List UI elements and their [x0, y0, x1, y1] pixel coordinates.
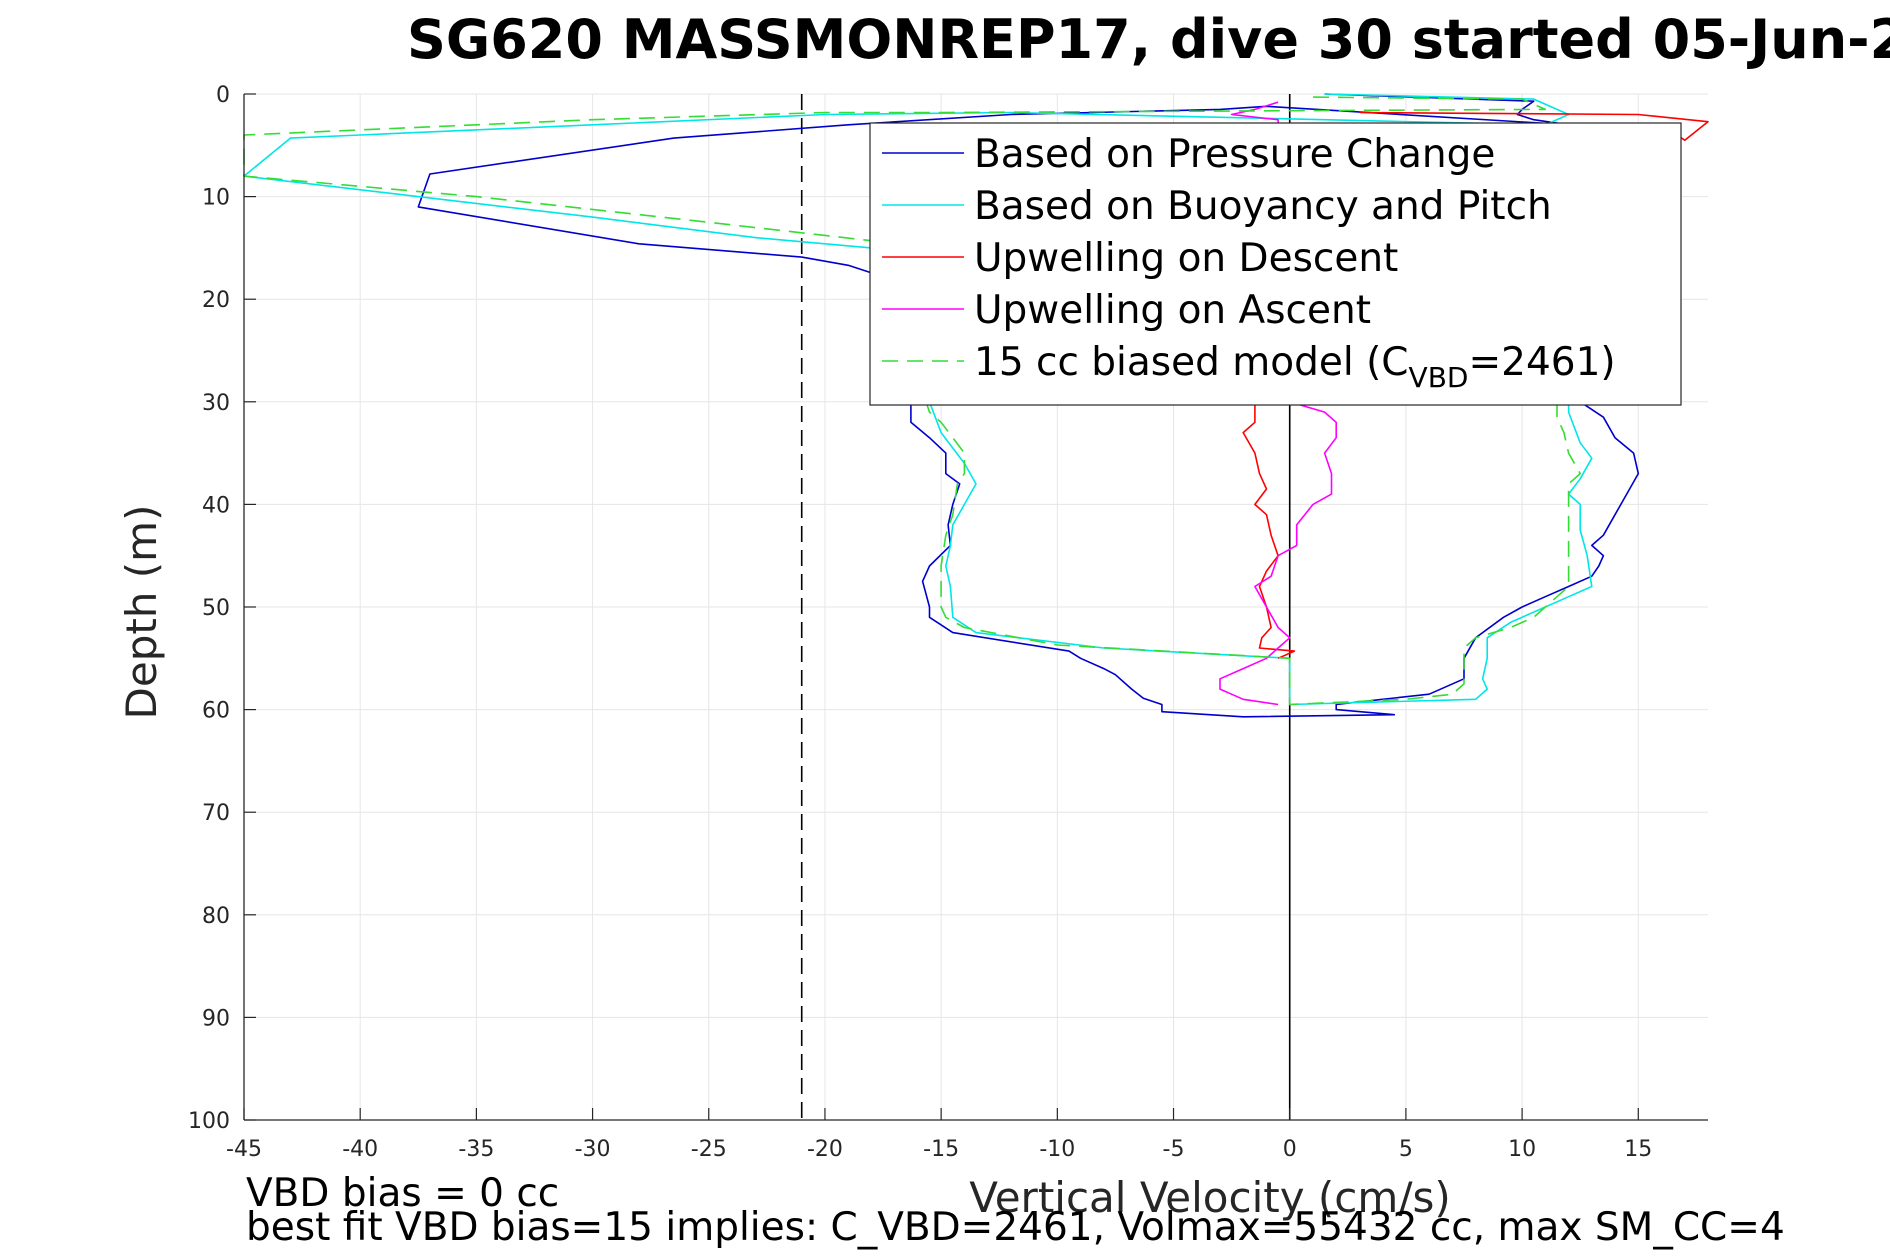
chart-title: SG620 MASSMONREP17, dive 30 started 05-J… — [407, 8, 1890, 71]
legend-label-4: Upwelling on Ascent — [974, 288, 1371, 333]
legend-label-2: Based on Buoyancy and Pitch — [974, 184, 1552, 229]
y-tick-label: 50 — [202, 596, 230, 621]
y-tick-label: 90 — [202, 1006, 230, 1031]
y-tick-label: 40 — [202, 493, 230, 518]
x-tick-label: -10 — [1039, 1137, 1075, 1162]
x-tick-label: -40 — [342, 1137, 378, 1162]
legend-label-3: Upwelling on Descent — [974, 236, 1398, 281]
tick-labels: -45 -40 -35 -30 -25 -20 -15 -10 -5 0 5 10 15 0 10 20 30 4… — [188, 83, 1652, 1162]
y-tick-label: 70 — [202, 801, 230, 826]
footer-note-line2: best fit VBD bias=15 implies: C_VBD=2461… — [246, 1205, 1785, 1250]
footer-note-line1: VBD bias = 0 cc — [246, 1171, 559, 1216]
x-tick-label: -15 — [923, 1137, 959, 1162]
y-tick-label: 30 — [202, 391, 230, 416]
y-tick-label: 20 — [202, 288, 230, 313]
x-tick-label: -25 — [691, 1137, 727, 1162]
y-tick-label: 80 — [202, 904, 230, 929]
series-line-5 — [243, 96, 1581, 706]
x-axis-title: Vertical Velocity (cm/s) — [969, 1173, 1450, 1222]
x-tick-label: -45 — [226, 1137, 262, 1162]
y-tick-label: 100 — [188, 1109, 230, 1134]
legend-label-1: Based on Pressure Change — [974, 132, 1495, 177]
series-line-4 — [1219, 101, 1337, 706]
series-line-2 — [243, 93, 1593, 706]
legend-label-5: 15 cc biased model (CVBD=2461) — [974, 340, 1616, 394]
x-tick-label: -35 — [458, 1137, 494, 1162]
legend: Based on Pressure Change Based on Buoyanc… — [869, 122, 1682, 406]
y-tick-label: 60 — [202, 699, 230, 724]
legend-box — [869, 122, 1682, 406]
x-tick-label: -30 — [575, 1137, 611, 1162]
x-tick-label: -5 — [1163, 1137, 1185, 1162]
series-lines — [243, 93, 1709, 718]
x-tick-label: -20 — [807, 1137, 843, 1162]
x-tick-label: 0 — [1283, 1137, 1297, 1162]
y-tick-label: 10 — [202, 186, 230, 211]
x-tick-label: 10 — [1508, 1137, 1536, 1162]
series-line-1 — [417, 93, 1640, 718]
axes — [243, 93, 1708, 1121]
x-tick-label: 5 — [1399, 1137, 1413, 1162]
y-axis-title: Depth (m) — [117, 505, 166, 720]
y-tick-label: 0 — [216, 83, 230, 108]
x-tick-label: 15 — [1624, 1137, 1652, 1162]
